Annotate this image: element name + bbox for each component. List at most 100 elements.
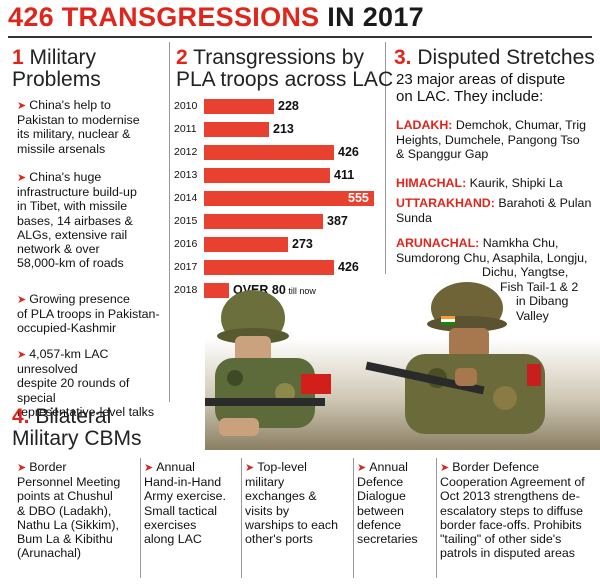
bar-value-label: 228 — [278, 98, 299, 114]
military-title-l1: Military — [29, 46, 97, 69]
cbm-line: Nathu La (Sikkim), — [17, 517, 119, 532]
military-num: 1 — [12, 46, 24, 69]
military-title: 1 Military Problems — [12, 47, 101, 91]
bullet-line: despite 20 rounds of special — [17, 376, 130, 405]
bar — [204, 145, 334, 160]
cbm-item: ➤ Border Defence Cooperation Agreement of… — [440, 460, 600, 560]
cbm-line: (Arunachal) — [17, 546, 82, 561]
bar-row: 2010 228 — [174, 98, 384, 114]
arunachal-l2: Sumdorong Chu, Asaphila, Longju, — [396, 250, 588, 265]
soldiers-photo — [205, 282, 600, 450]
cbm-line: defence — [357, 517, 402, 532]
bar — [204, 191, 374, 206]
bar-value-text: 273 — [292, 237, 313, 251]
bar-value-label: 273 — [292, 236, 313, 252]
military-bullet: ➤ China's help to Pakistan to modernise it… — [17, 98, 169, 156]
bullet-line: ALGs, extensive rail — [17, 227, 128, 242]
cbm-line: between — [357, 503, 404, 518]
cbm-line: Border — [29, 460, 67, 474]
cbm-line: Border Defence — [452, 460, 540, 474]
cbm-line: along LAC — [144, 532, 202, 547]
divider-col1 — [169, 42, 170, 402]
year-tick-label: 2018 — [174, 284, 198, 296]
bar-row: 2017 426 — [174, 259, 384, 275]
bullet-arrow-icon: ➤ — [17, 462, 30, 474]
headline-main: 426 TRANSGRESSIONS — [8, 2, 320, 32]
cbm-divider — [353, 458, 354, 578]
ladakh-l2: Heights, Dumchele, Pangong Tso — [396, 132, 580, 147]
cbm-line: other's ports — [245, 532, 313, 547]
state-arunachal: ARUNACHAL: — [396, 236, 480, 250]
year-tick-label: 2014 — [174, 192, 198, 204]
bullet-arrow-icon: ➤ — [245, 462, 258, 474]
bar — [204, 237, 288, 252]
bullet-line: representative-level talks — [17, 404, 155, 419]
state-ladakh: LADAKH: — [396, 118, 453, 132]
bullet-arrow-icon: ➤ — [17, 172, 30, 184]
cbm-line: border face-offs. Prohibits — [440, 517, 582, 532]
cbm-title: 4. Bilateral Military CBMs — [12, 406, 142, 450]
bar-value-text: 426 — [338, 145, 359, 159]
cbm-item: ➤ Annual Defence Dialogue between defence sec… — [357, 460, 437, 546]
bullet-line: 4,057-km LAC unresolved — [17, 347, 109, 377]
indian-soldier-figure — [365, 282, 545, 434]
bar-row: 2016 273 — [174, 236, 384, 252]
cbm-title-l1: Bilateral — [35, 405, 112, 428]
bar-value-text: 555 — [348, 191, 369, 205]
cbm-line: patrols in disputed areas — [440, 546, 576, 561]
bullet-arrow-icon: ➤ — [357, 462, 370, 474]
bullet-arrow-icon: ➤ — [440, 462, 453, 474]
year-tick-label: 2017 — [174, 261, 198, 273]
cbm-line: Dialogue — [357, 489, 406, 504]
bullet-line: network & over — [17, 242, 100, 257]
bar-value-text: 387 — [327, 214, 348, 228]
disputed-ladakh: LADAKH: Demchok, Chumar, Trig Heights, D… — [396, 118, 596, 162]
bar-row: 2013 411 — [174, 167, 384, 183]
transgressions-title: 2 Transgressions by PLA troops across LA… — [176, 47, 393, 91]
bar-value-label: 426 — [338, 259, 359, 275]
disputed-title-text: Disputed Stretches — [417, 46, 595, 69]
cbm-line: points at Chushul — [17, 489, 113, 504]
bar-value-label: 411 — [334, 167, 354, 183]
bar-value-text: 213 — [273, 122, 294, 136]
arunachal-l1: Namkha Chu, — [482, 236, 559, 250]
bullet-line: China's help to — [29, 98, 111, 112]
arunachal-l5: in Dibang — [516, 294, 569, 309]
cbm-line: Annual — [369, 460, 408, 474]
ladakh-l3: & Spanggur Gap — [396, 147, 489, 162]
bar-row: 2012 426 — [174, 144, 384, 160]
bullet-line: infrastructure build-up — [17, 185, 137, 200]
bar-value-label: 213 — [273, 121, 294, 137]
cbm-line: secretaries — [357, 532, 418, 547]
cbm-item: ➤ Annual Hand-in-Hand Army exercise. Small … — [144, 460, 244, 546]
disputed-intro: 23 major areas of dispute on LAC. They i… — [396, 71, 596, 105]
arunachal-l4: Fish Tail-1 & 2 — [500, 279, 579, 294]
bullet-arrow-icon: ➤ — [17, 100, 30, 112]
cbm-line: Annual — [156, 460, 195, 474]
year-tick-label: 2016 — [174, 238, 198, 250]
disputed-arunachal: ARUNACHAL: Namkha Chu, Sumdorong Chu, As… — [396, 236, 598, 324]
military-title-l2: Problems — [12, 68, 101, 91]
cbm-divider — [140, 458, 141, 578]
cbm-line: escalatory steps to diffuse — [440, 503, 584, 518]
uttarakhand-l2: Sunda — [396, 210, 432, 225]
bar — [204, 260, 334, 275]
bullet-line: 58,000-km of roads — [17, 256, 124, 271]
headline: 426 TRANSGRESSIONS IN 2017 — [8, 2, 424, 33]
year-tick-label: 2010 — [174, 100, 198, 112]
military-bullet: ➤ 4,057-km LAC unresolved despite 20 roun… — [17, 347, 169, 419]
disputed-himachal: HIMACHAL: Kaurik, Shipki La — [396, 176, 596, 191]
pla-soldier-figure — [205, 290, 331, 436]
cbm-line: exercises — [144, 517, 197, 532]
disputed-title: 3. Disputed Stretches — [394, 47, 595, 69]
cbm-line: Army exercise. — [144, 489, 226, 504]
cbm-divider — [436, 458, 437, 578]
cbm-line: visits by — [245, 503, 290, 518]
bullet-line: China's huge — [29, 170, 102, 184]
bar-value-label: 387 — [327, 213, 348, 229]
bullet-arrow-icon: ➤ — [144, 462, 157, 474]
cbm-line: warships to each — [245, 517, 338, 532]
cbm-divider — [241, 458, 242, 578]
cbm-line: exchanges & — [245, 489, 317, 504]
